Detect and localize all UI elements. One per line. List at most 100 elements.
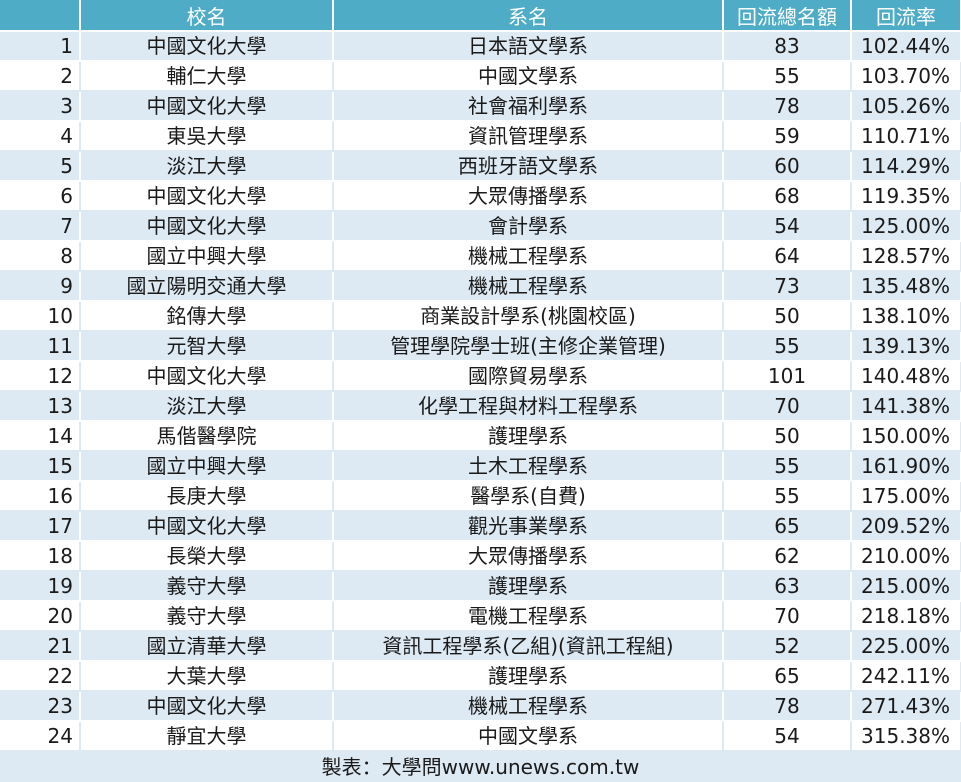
department-name: 大眾傳播學系 <box>333 541 724 572</box>
table-row: 22 大葉大學 護理學系 65 242.11% <box>0 661 961 692</box>
school-name: 銘傳大學 <box>80 301 334 332</box>
row-index: 4 <box>0 121 81 152</box>
return-rate: 175.00% <box>851 481 961 512</box>
school-name: 輔仁大學 <box>80 61 334 92</box>
department-name: 國際貿易學系 <box>333 361 724 392</box>
total-count: 59 <box>723 121 852 152</box>
department-name: 資訊工程學系(乙組)(資訊工程組) <box>333 631 724 662</box>
school-name: 淡江大學 <box>80 391 334 422</box>
school-name: 中國文化大學 <box>80 91 334 122</box>
table-row: 2 輔仁大學 中國文學系 55 103.70% <box>0 61 961 92</box>
row-index: 22 <box>0 661 81 692</box>
department-name: 觀光事業學系 <box>333 511 724 542</box>
department-name: 護理學系 <box>333 571 724 602</box>
return-rate: 218.18% <box>851 601 961 632</box>
table-row: 19 義守大學 護理學系 63 215.00% <box>0 571 961 602</box>
table-row: 13 淡江大學 化學工程與材料工程學系 70 141.38% <box>0 391 961 422</box>
total-count: 64 <box>723 241 852 272</box>
school-name: 馬偕醫學院 <box>80 421 334 452</box>
header-school: 校名 <box>80 0 334 32</box>
table-row: 6 中國文化大學 大眾傳播學系 68 119.35% <box>0 181 961 212</box>
department-name: 電機工程學系 <box>333 601 724 632</box>
total-count: 55 <box>723 331 852 362</box>
return-rate: 138.10% <box>851 301 961 332</box>
total-count: 83 <box>723 31 852 62</box>
header-rate: 回流率 <box>851 0 961 32</box>
row-index: 6 <box>0 181 81 212</box>
total-count: 101 <box>723 361 852 392</box>
table-body: 1 中國文化大學 日本語文學系 83 102.44% 2 輔仁大學 中國文學系 55 103.70… <box>0 31 961 752</box>
table-row: 24 靜宜大學 中國文學系 54 315.38% <box>0 721 961 752</box>
table-row: 23 中國文化大學 機械工程學系 78 271.43% <box>0 691 961 722</box>
return-rate: 225.00% <box>851 631 961 662</box>
school-name: 中國文化大學 <box>80 211 334 242</box>
table-row: 10 銘傳大學 商業設計學系(桃園校區) 50 138.10% <box>0 301 961 332</box>
school-name: 國立陽明交通大學 <box>80 271 334 302</box>
department-name: 社會福利學系 <box>333 91 724 122</box>
school-name: 靜宜大學 <box>80 721 334 752</box>
total-count: 54 <box>723 721 852 752</box>
row-index: 12 <box>0 361 81 392</box>
table-row: 1 中國文化大學 日本語文學系 83 102.44% <box>0 31 961 62</box>
table-row: 16 長庚大學 醫學系(自費) 55 175.00% <box>0 481 961 512</box>
source-credit: 製表：大學問www.unews.com.tw <box>0 751 961 782</box>
total-count: 70 <box>723 391 852 422</box>
row-index: 24 <box>0 721 81 752</box>
row-index: 15 <box>0 451 81 482</box>
row-index: 2 <box>0 61 81 92</box>
total-count: 62 <box>723 541 852 572</box>
school-name: 國立中興大學 <box>80 241 334 272</box>
total-count: 78 <box>723 91 852 122</box>
header-row: 校名 系名 回流總名額 回流率 <box>0 0 961 32</box>
department-name: 日本語文學系 <box>333 31 724 62</box>
row-index: 13 <box>0 391 81 422</box>
school-name: 義守大學 <box>80 571 334 602</box>
total-count: 50 <box>723 421 852 452</box>
school-name: 國立清華大學 <box>80 631 334 662</box>
school-name: 中國文化大學 <box>80 361 334 392</box>
total-count: 78 <box>723 691 852 722</box>
total-count: 65 <box>723 511 852 542</box>
department-name: 護理學系 <box>333 661 724 692</box>
footer-row: 製表：大學問www.unews.com.tw <box>0 751 961 782</box>
header-total: 回流總名額 <box>723 0 852 32</box>
school-name: 國立中興大學 <box>80 451 334 482</box>
school-name: 大葉大學 <box>80 661 334 692</box>
return-rate: 209.52% <box>851 511 961 542</box>
return-rate: 271.43% <box>851 691 961 722</box>
total-count: 50 <box>723 301 852 332</box>
return-rate: 119.35% <box>851 181 961 212</box>
header-index <box>0 0 81 32</box>
total-count: 55 <box>723 451 852 482</box>
table-row: 5 淡江大學 西班牙語文學系 60 114.29% <box>0 151 961 182</box>
department-name: 化學工程與材料工程學系 <box>333 391 724 422</box>
department-name: 護理學系 <box>333 421 724 452</box>
total-count: 65 <box>723 661 852 692</box>
row-index: 17 <box>0 511 81 542</box>
department-name: 商業設計學系(桃園校區) <box>333 301 724 332</box>
table-row: 12 中國文化大學 國際貿易學系 101 140.48% <box>0 361 961 392</box>
department-name: 土木工程學系 <box>333 451 724 482</box>
school-name: 長榮大學 <box>80 541 334 572</box>
table-row: 9 國立陽明交通大學 機械工程學系 73 135.48% <box>0 271 961 302</box>
department-name: 中國文學系 <box>333 721 724 752</box>
return-rate: 139.13% <box>851 331 961 362</box>
department-name: 西班牙語文學系 <box>333 151 724 182</box>
return-rate: 105.26% <box>851 91 961 122</box>
table-row: 15 國立中興大學 土木工程學系 55 161.90% <box>0 451 961 482</box>
school-name: 中國文化大學 <box>80 181 334 212</box>
return-rate: 215.00% <box>851 571 961 602</box>
row-index: 20 <box>0 601 81 632</box>
row-index: 8 <box>0 241 81 272</box>
school-name: 元智大學 <box>80 331 334 362</box>
return-rate: 110.71% <box>851 121 961 152</box>
row-index: 16 <box>0 481 81 512</box>
department-name: 機械工程學系 <box>333 271 724 302</box>
department-name: 大眾傳播學系 <box>333 181 724 212</box>
school-name: 長庚大學 <box>80 481 334 512</box>
row-index: 5 <box>0 151 81 182</box>
department-name: 資訊管理學系 <box>333 121 724 152</box>
table-row: 18 長榮大學 大眾傳播學系 62 210.00% <box>0 541 961 572</box>
table-row: 8 國立中興大學 機械工程學系 64 128.57% <box>0 241 961 272</box>
total-count: 63 <box>723 571 852 602</box>
